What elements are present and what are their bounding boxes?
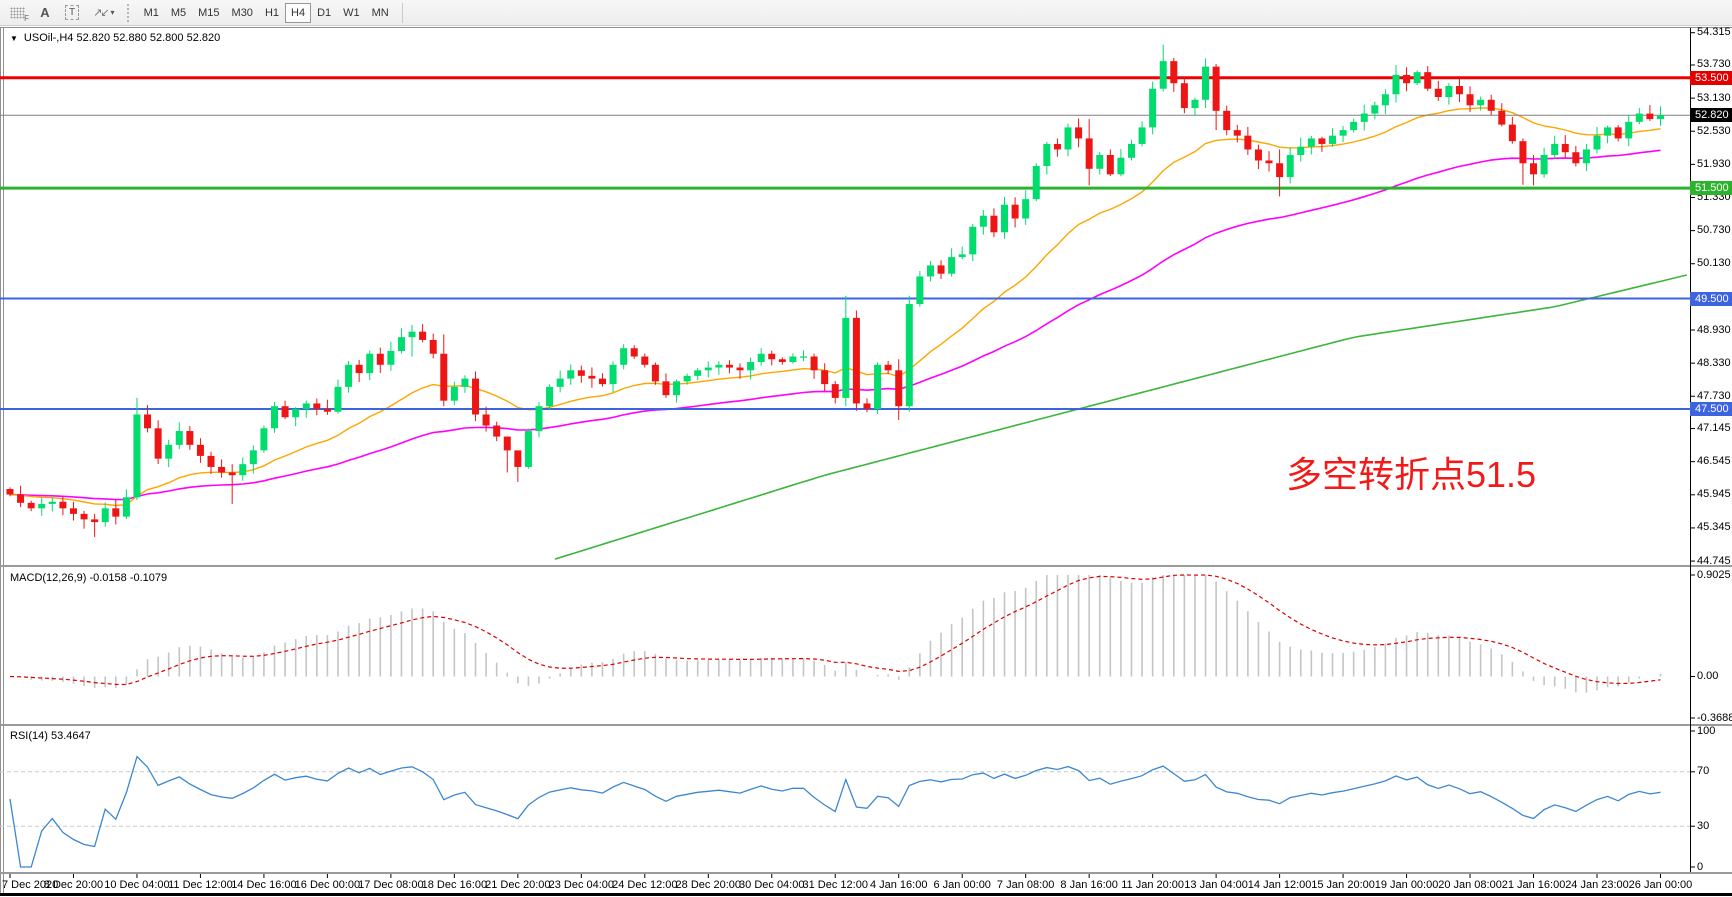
toolbar-separator — [401, 2, 403, 23]
time-axis-label: 20 Jan 08:00 — [1438, 879, 1502, 891]
timeframe-button-h4[interactable]: H4 — [285, 2, 312, 23]
time-axis-label: 30 Dec 04:00 — [739, 879, 805, 891]
time-axis-label: 24 Dec 12:00 — [612, 879, 678, 891]
time-axis-label: 21 Dec 20:00 — [485, 879, 551, 891]
timeframe-button-m1[interactable]: M1 — [143, 6, 159, 19]
time-axis-label: 23 Dec 04:00 — [548, 879, 615, 891]
text-label-icon: T — [65, 5, 80, 20]
symbol-dropdown-icon[interactable]: ▼ — [10, 33, 18, 43]
price-tick-label: 51.930 — [1697, 157, 1731, 170]
rsi-scale-label: 100 — [1697, 724, 1716, 737]
time-axis-label: 18 Dec 16:00 — [421, 879, 488, 891]
time-axis-label: 26 Jan 00:00 — [1628, 879, 1693, 891]
candlestick-chart[interactable] — [0, 27, 1732, 896]
macd-scale-label: 0.9025 — [1697, 568, 1731, 581]
macd-scale-label: -0.3688 — [1697, 711, 1732, 724]
timeframe-button-m5[interactable]: M5 — [170, 6, 187, 19]
time-axis-label: 4 Jan 16:00 — [869, 879, 928, 891]
price-badge-49500: 49.500 — [1690, 291, 1732, 306]
rsi-scale-label: 70 — [1697, 765, 1710, 778]
price-tick-label: 48.330 — [1697, 356, 1731, 369]
symbol-info: ▼ USOil-,H4 52.820 52.880 52.800 52.820 — [10, 32, 220, 44]
time-axis-label: 16 Dec 00:00 — [294, 879, 361, 891]
time-axis-label: 21 Jan 16:00 — [1501, 879, 1566, 891]
price-tick-label: 47.145 — [1697, 422, 1731, 435]
timeframe-buttons: M1 M5 M15 M30 H1 H4 D1 W1 MN — [138, 2, 395, 23]
macd-indicator-label: MACD(12,26,9) -0.0158 -0.1079 — [10, 572, 168, 584]
time-axis-label: 28 Dec 20:00 — [675, 879, 741, 891]
price-tick-label: 45.945 — [1697, 488, 1731, 501]
time-axis-label: 17 Dec 08:00 — [358, 879, 424, 891]
price-badge-51500: 51.500 — [1690, 181, 1732, 196]
rsi-scale-label: 30 — [1697, 819, 1710, 832]
macd-scale-label: 0.00 — [1697, 670, 1719, 683]
time-axis-label: 14 Jan 12:00 — [1247, 879, 1312, 891]
time-axis-label: 24 Jan 23:00 — [1565, 879, 1629, 891]
chart-grid-button[interactable]: F — [4, 3, 31, 23]
timeframe-button-mn[interactable]: MN — [371, 6, 389, 19]
time-axis-label: 6 Jan 00:00 — [933, 879, 991, 891]
timeframe-button-m15[interactable]: M15 — [198, 6, 220, 19]
time-axis-label: 8 Jan 16:00 — [1060, 879, 1118, 891]
time-axis-label: 11 Dec 12:00 — [168, 879, 233, 891]
main-toolbar: F A T ↗↙ ▾ M1 M5 M15 M30 H1 H4 D1 W1 MN — [0, 0, 1732, 26]
time-axis-label: 15 Jan 20:00 — [1311, 879, 1375, 891]
timeframe-button-w1[interactable]: W1 — [343, 6, 360, 19]
time-axis-label: 8 Dec 20:00 — [43, 879, 104, 891]
text-label-button[interactable]: T — [59, 3, 85, 23]
price-tick-label: 53.130 — [1697, 91, 1731, 104]
price-tick-label: 50.730 — [1697, 224, 1731, 237]
time-axis-label: 10 Dec 04:00 — [104, 879, 170, 891]
price-tick-label: 50.130 — [1697, 257, 1731, 270]
rsi-indicator-label: RSI(14) 53.4647 — [10, 730, 91, 742]
insert-text-icon: A — [40, 5, 50, 20]
time-axis-label: 7 Jan 08:00 — [996, 879, 1055, 891]
price-tick-label: 45.345 — [1697, 521, 1731, 534]
time-axis-label: 14 Dec 16:00 — [231, 879, 297, 891]
toolbar-separator — [126, 3, 132, 22]
timeframe-button-d1[interactable]: D1 — [317, 6, 332, 19]
time-axis-label: 19 Jan 00:00 — [1374, 879, 1439, 891]
price-badge-52820: 52.820 — [1690, 108, 1732, 123]
time-axis-label: 11 Jan 20:00 — [1121, 879, 1185, 891]
dropdown-caret-icon: ▾ — [110, 8, 115, 17]
price-tick-label: 54.315 — [1697, 26, 1731, 39]
price-tick-label: 52.530 — [1697, 124, 1731, 137]
cursor-arrows-button[interactable]: ↗↙ ▾ — [87, 3, 120, 23]
time-axis-label: 31 Dec 12:00 — [802, 879, 868, 891]
rsi-scale-label: 0 — [1697, 860, 1704, 873]
price-tick-label: 44.745 — [1697, 554, 1731, 567]
chart-annotation-text[interactable]: 多空转折点51.5 — [1286, 454, 1537, 495]
time-axis-label: 13 Jan 04:00 — [1184, 879, 1248, 891]
symbol-ohlc-label: USOil-,H4 52.820 52.880 52.800 52.820 — [23, 32, 221, 44]
price-tick-label: 53.730 — [1697, 58, 1731, 71]
chart-grid-icon: F — [10, 6, 29, 23]
price-tick-label: 46.545 — [1697, 455, 1731, 468]
insert-text-button[interactable]: A — [33, 3, 57, 23]
timeframe-button-h1[interactable]: H1 — [264, 6, 279, 19]
price-tick-label: 47.730 — [1697, 389, 1731, 402]
price-tick-label: 48.930 — [1697, 323, 1731, 336]
chart-window: ▼ USOil-,H4 52.820 52.880 52.800 52.820 … — [0, 26, 1732, 896]
cursor-arrows-icon: ↗↙ — [93, 7, 110, 19]
price-badge-53500: 53.500 — [1690, 70, 1732, 85]
price-badge-47500: 47.500 — [1690, 401, 1732, 416]
time-axis-label: 7 Dec 2020 — [2, 879, 59, 891]
timeframe-button-m30[interactable]: M30 — [231, 6, 253, 19]
